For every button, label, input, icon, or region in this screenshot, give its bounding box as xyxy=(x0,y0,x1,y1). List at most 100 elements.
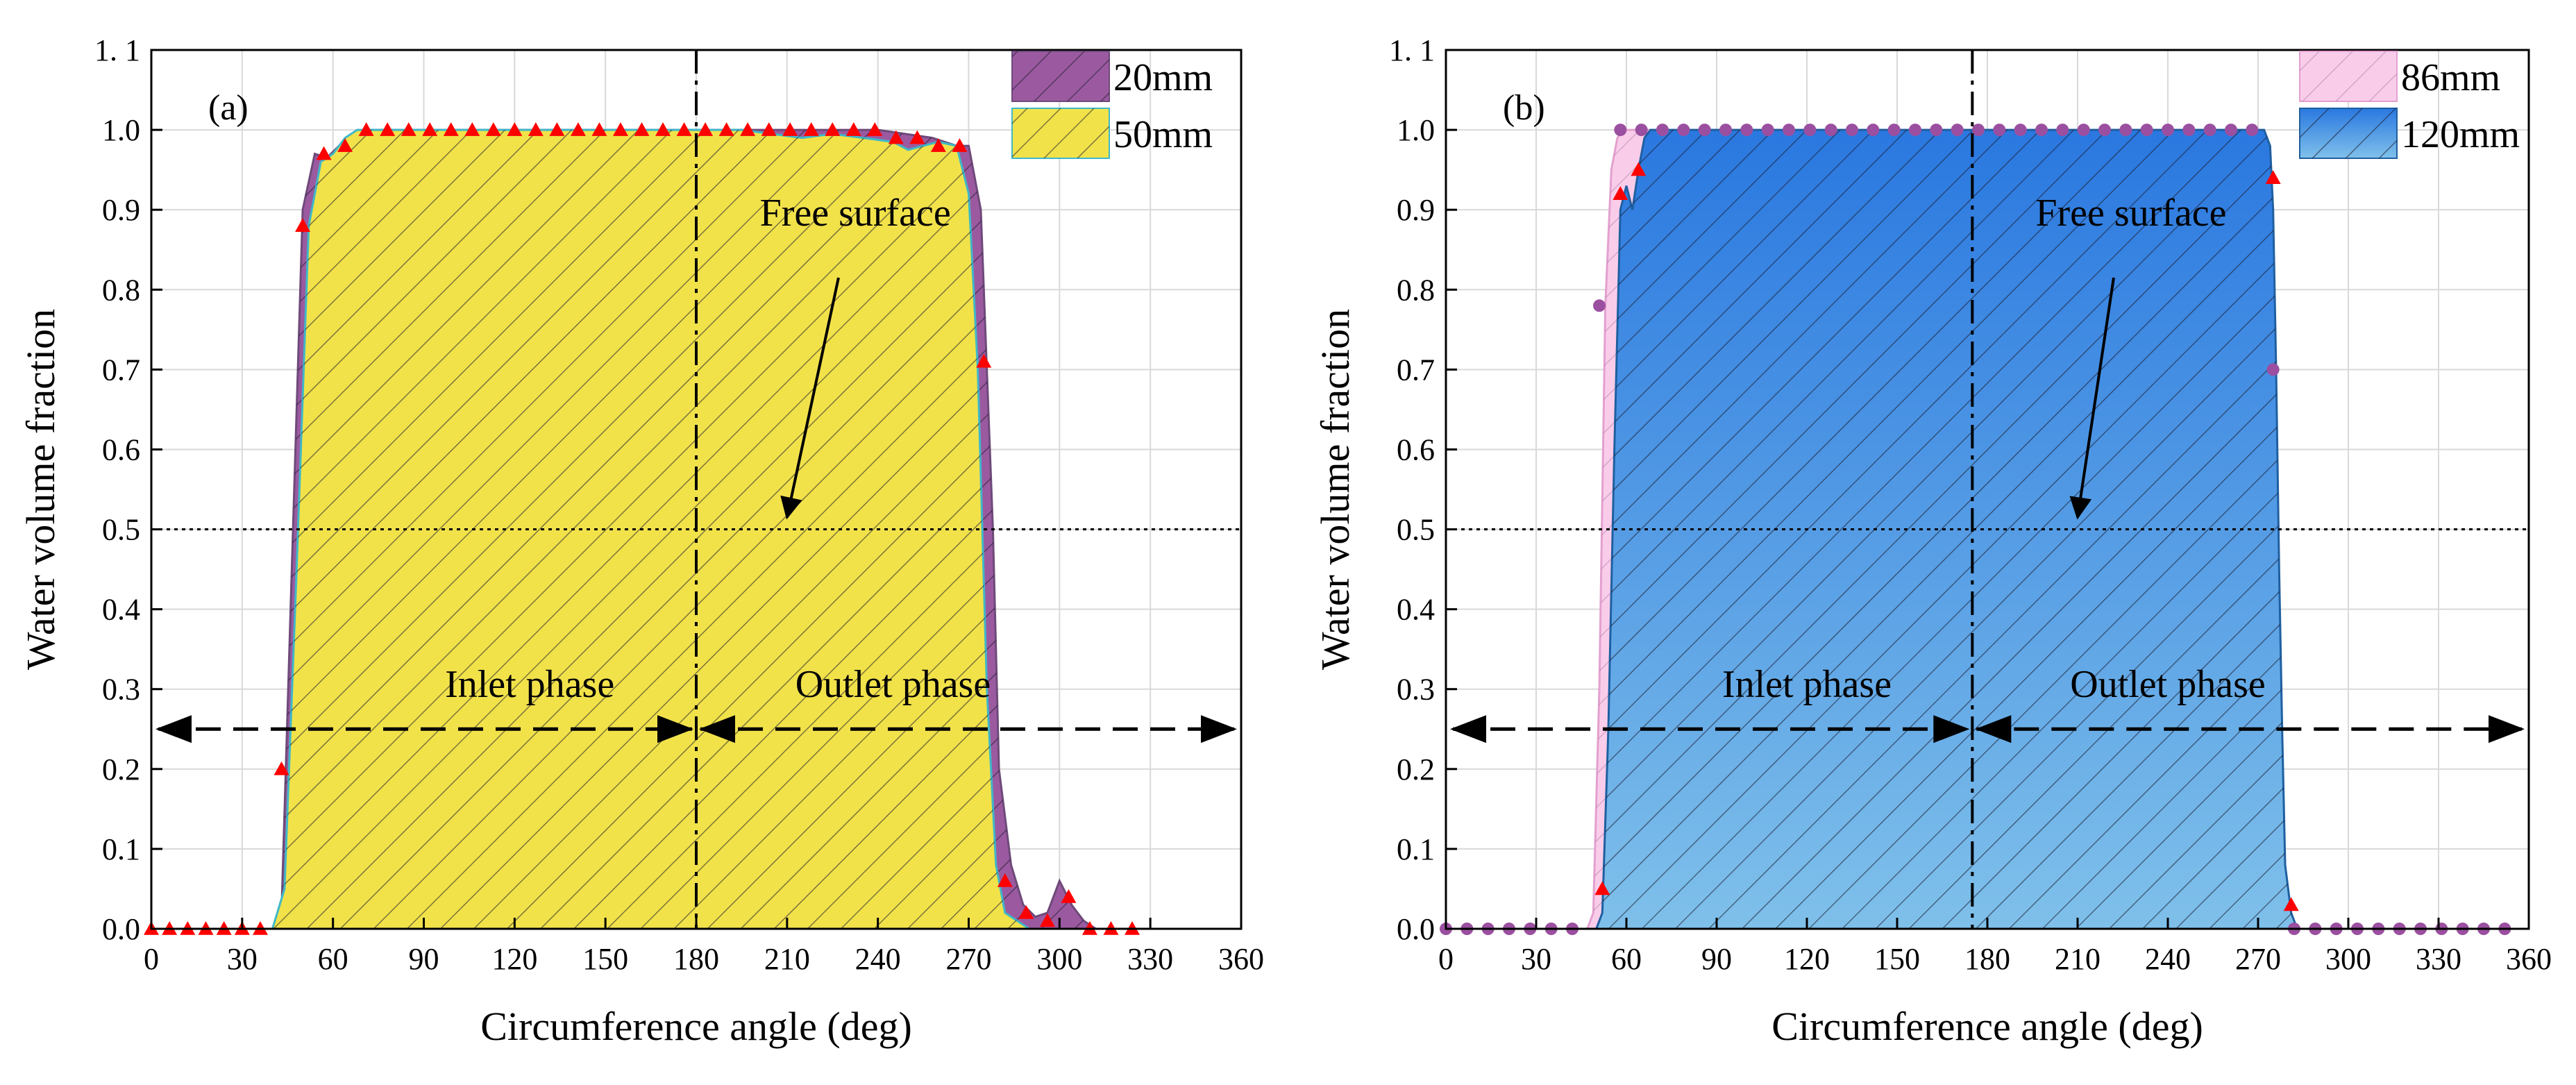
data-point-triangle xyxy=(485,122,501,136)
y-tick-label: 0.5 xyxy=(102,513,140,547)
legend-swatch-86mm-hatch xyxy=(2300,51,2397,101)
data-point-circle xyxy=(2182,124,2196,137)
data-point-triangle xyxy=(2265,170,2281,184)
data-point-circle xyxy=(1656,124,1669,137)
y-tick-label: 0.9 xyxy=(102,193,140,227)
y-tick-label: 1.0 xyxy=(1397,113,1435,147)
data-point-triangle xyxy=(740,122,756,136)
data-point-circle xyxy=(1930,124,1943,137)
data-point-triangle xyxy=(1061,889,1077,903)
data-point-circle xyxy=(2140,124,2153,137)
data-point-triangle xyxy=(507,122,523,136)
free-surface-pointer-arrow xyxy=(780,277,840,520)
free-surface-pointer-arrow xyxy=(2069,277,2115,520)
arrowhead-icon xyxy=(1201,715,1237,743)
legend-label-86mm: 86mm xyxy=(2401,56,2500,99)
legend-label-20mm: 20mm xyxy=(1113,56,1213,99)
data-point-triangle xyxy=(401,122,416,136)
data-point-circle xyxy=(2225,124,2237,137)
y-tick-label: 0.8 xyxy=(1397,273,1435,307)
y-tick-label: 0.3 xyxy=(102,673,140,707)
arrowhead-icon xyxy=(2489,715,2525,743)
panel-b-legend: 86mm 120mm xyxy=(2299,51,2520,159)
x-tick-label: 180 xyxy=(1964,942,2010,976)
data-point-triangle xyxy=(761,122,777,136)
data-point-circle xyxy=(2035,124,2048,137)
data-point-circle xyxy=(1951,124,1964,137)
y-tick-label: 0.6 xyxy=(1397,432,1435,466)
data-point-circle xyxy=(1846,124,1858,137)
data-point-circle xyxy=(1803,124,1817,137)
y-tick-label: 1.0 xyxy=(102,113,140,147)
panel-b-inlet-phase-label: Inlet phase xyxy=(1722,663,1892,706)
x-tick-label: 60 xyxy=(1611,942,1642,976)
data-point-triangle xyxy=(698,122,714,136)
data-point-triangle xyxy=(997,873,1013,887)
data-point-circle xyxy=(1593,299,1606,312)
data-point-triangle xyxy=(443,122,459,136)
legend-swatch-120mm-hatch xyxy=(2300,108,2397,158)
data-point-circle xyxy=(2162,124,2174,137)
y-tick-label: 1. 1 xyxy=(94,33,140,67)
data-point-triangle xyxy=(1039,913,1055,927)
data-point-triangle xyxy=(422,122,438,136)
arrowhead-icon xyxy=(657,715,693,743)
data-point-circle xyxy=(1972,124,1985,137)
x-tick-label: 150 xyxy=(582,942,628,976)
y-tick-label: 0.6 xyxy=(102,432,140,466)
x-tick-label: 210 xyxy=(2055,942,2101,976)
data-point-triangle xyxy=(825,122,841,136)
data-point-circle xyxy=(1909,124,1921,137)
y-tick-label: 0.4 xyxy=(1397,593,1435,627)
data-point-triangle xyxy=(528,122,544,136)
panel-b-x-axis-label: Circumference angle (deg) xyxy=(1771,1004,2203,1049)
data-point-triangle xyxy=(909,130,925,144)
panel-b-label: (b) xyxy=(1503,88,1545,128)
arrowhead-icon xyxy=(1933,715,1970,743)
panel-b-y-axis-label: Water volume fraction xyxy=(1313,309,1358,670)
data-point-triangle xyxy=(867,122,883,136)
x-tick-label: 360 xyxy=(2506,942,2552,976)
data-point-triangle xyxy=(634,122,650,136)
panel-a-free-surface-label: Free surface xyxy=(760,192,951,235)
data-point-circle xyxy=(1783,124,1795,137)
data-point-triangle xyxy=(2283,897,2299,911)
data-point-circle xyxy=(1635,124,1648,137)
data-point-triangle xyxy=(380,122,396,136)
data-point-circle xyxy=(2056,124,2069,137)
data-point-triangle xyxy=(803,122,819,136)
data-point-circle xyxy=(1867,124,1880,137)
arrowhead-icon xyxy=(1975,715,2012,743)
data-point-triangle xyxy=(549,122,565,136)
y-tick-label: 0.4 xyxy=(102,593,140,627)
data-point-triangle xyxy=(845,122,861,136)
panel-a-frame xyxy=(150,49,1243,930)
data-point-triangle xyxy=(612,122,628,136)
data-point-triangle xyxy=(273,761,289,775)
data-point-circle xyxy=(1719,124,1732,137)
legend-swatch-20mm-hatch xyxy=(1012,51,1109,101)
data-point-triangle xyxy=(337,138,353,152)
y-tick-label: 0.0 xyxy=(102,912,140,946)
data-point-triangle xyxy=(1018,905,1034,919)
x-tick-label: 360 xyxy=(1218,942,1264,976)
panel-a-x-axis-label: Circumference angle (deg) xyxy=(480,1004,912,1049)
x-tick-label: 120 xyxy=(1784,942,1830,976)
arrowhead-icon xyxy=(155,715,192,743)
data-point-triangle xyxy=(930,138,946,152)
data-point-triangle xyxy=(676,122,692,136)
data-point-triangle xyxy=(591,122,607,136)
y-tick-label: 0.0 xyxy=(1397,912,1435,946)
x-tick-label: 90 xyxy=(1701,942,1732,976)
data-point-circle xyxy=(2246,124,2259,137)
data-point-triangle xyxy=(464,122,480,136)
y-tick-label: 0.2 xyxy=(1397,752,1435,787)
data-point-circle xyxy=(1740,124,1753,137)
data-point-circle xyxy=(2077,124,2090,137)
y-tick-label: 0.1 xyxy=(102,832,140,866)
data-point-triangle xyxy=(1631,162,1647,176)
x-tick-label: 210 xyxy=(764,942,810,976)
arrowhead-icon xyxy=(699,715,735,743)
